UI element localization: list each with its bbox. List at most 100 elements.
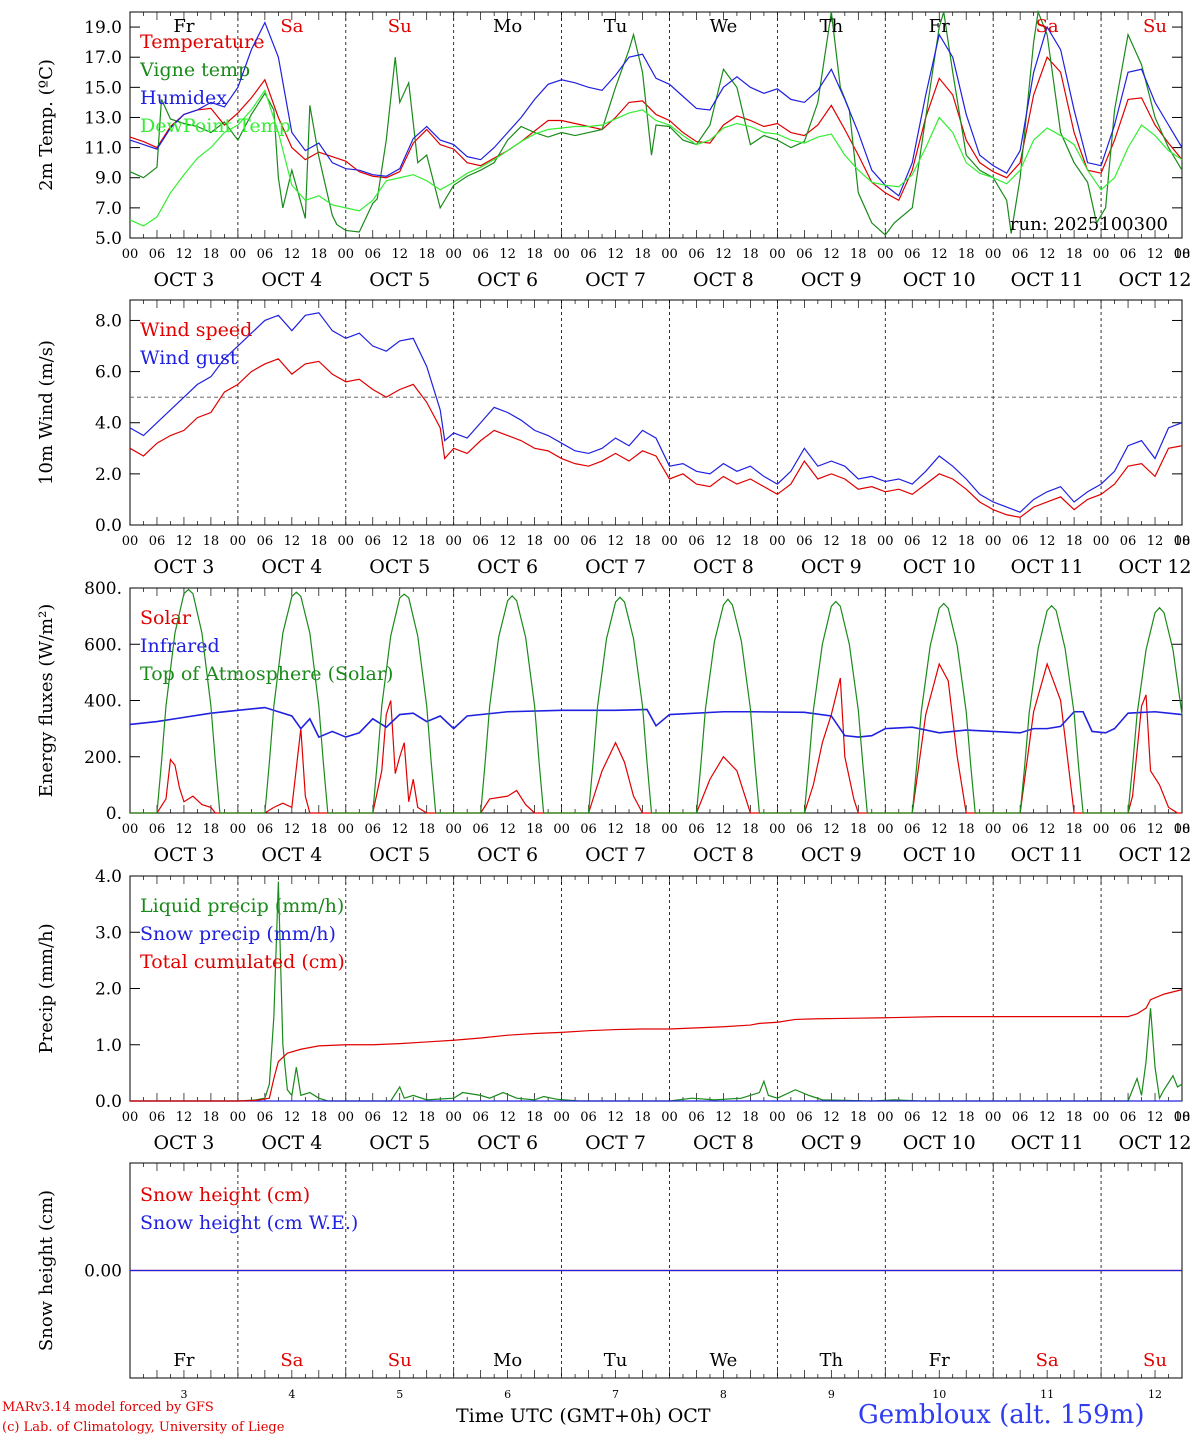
hour-label: 06 [1120, 822, 1137, 837]
hour-label: 12 [391, 247, 408, 262]
weekday-label: Mo [493, 16, 522, 37]
hour-label: 06 [257, 1110, 274, 1125]
hour-label: 00 [769, 534, 786, 549]
series-line-vigne-temp [129, 9, 1183, 236]
y-axis-label: 2m Temp. (ºC) [36, 59, 57, 191]
hour-label: 12 [715, 1110, 732, 1125]
hour-label: 06 [580, 1110, 597, 1125]
panel-frame [129, 299, 1183, 526]
hour-label: 06 [688, 1110, 705, 1125]
hour-label: 06 [472, 247, 489, 262]
hour-label: 00 [769, 822, 786, 837]
y-tick-label: 4.0 [95, 867, 122, 887]
date-label: OCT 7 [585, 844, 646, 866]
hour-label: 12 [931, 247, 948, 262]
hour-label: 00 [661, 534, 678, 549]
legend-entry: Infrared [140, 635, 220, 657]
hour-label: 00 [553, 1110, 570, 1125]
hour-label: 06 [472, 534, 489, 549]
hour-label: 00 [445, 1110, 462, 1125]
date-label: OCT 5 [369, 269, 430, 291]
legend-entry: Snow precip (mm/h) [140, 923, 336, 945]
hour-label: 00 [1174, 534, 1191, 549]
hour-label: 06 [364, 534, 381, 549]
hour-label: 12 [607, 247, 624, 262]
hour-label: 18 [634, 1110, 651, 1125]
hour-label: 00 [338, 247, 355, 262]
hour-label: 00 [877, 247, 894, 262]
hour-label: 18 [850, 247, 867, 262]
y-tick-label: 15.0 [84, 78, 122, 98]
series-line-liquid-precip-mm-h- [130, 881, 1183, 1102]
hour-label: 00 [877, 1110, 894, 1125]
hour-label: 06 [1120, 534, 1137, 549]
y-tick-label: 2.0 [95, 465, 122, 485]
date-label: OCT 7 [585, 556, 646, 578]
date-label: OCT 6 [477, 844, 538, 866]
y-tick-label: 11.0 [84, 139, 122, 159]
hour-label: 18 [1174, 247, 1191, 262]
hour-label: 12 [823, 822, 840, 837]
hour-label: 00 [661, 247, 678, 262]
hour-label: 18 [742, 534, 759, 549]
date-label: OCT 8 [693, 1132, 754, 1154]
day-number: 9 [828, 1388, 835, 1401]
hour-label: 18 [526, 1110, 543, 1125]
hour-label: 18 [850, 534, 867, 549]
hour-label: 18 [634, 822, 651, 837]
hour-label: 06 [796, 822, 813, 837]
date-label: OCT 6 [477, 1132, 538, 1154]
hour-label: 18 [418, 822, 435, 837]
day-number: 6 [504, 1388, 511, 1401]
hour-label: 12 [1147, 247, 1164, 262]
hour-label: 00 [230, 1110, 247, 1125]
date-label: OCT 9 [801, 1132, 862, 1154]
legend-entry: Humidex [140, 87, 227, 109]
hour-label: 06 [472, 1110, 489, 1125]
hour-label: 12 [931, 534, 948, 549]
date-label: OCT 4 [261, 556, 322, 578]
date-label: OCT 9 [801, 269, 862, 291]
hour-label: 00 [985, 822, 1002, 837]
hour-label: 06 [688, 247, 705, 262]
hour-label: 06 [688, 822, 705, 837]
hour-label: 06 [1012, 247, 1029, 262]
hour-label: 18 [203, 534, 220, 549]
hour-label: 06 [688, 534, 705, 549]
weekday-label: Mo [493, 1350, 522, 1371]
date-label: OCT 3 [153, 269, 214, 291]
hour-label: 06 [796, 534, 813, 549]
day-number: 8 [720, 1388, 727, 1401]
hour-label: 12 [715, 822, 732, 837]
hour-label: 06 [472, 822, 489, 837]
hour-label: 06 [904, 534, 921, 549]
weekday-label: Fr [929, 16, 950, 37]
weekday-label: Su [1143, 16, 1167, 37]
y-tick-label: 0.00 [84, 1262, 122, 1282]
y-tick-label: 400. [84, 692, 122, 712]
hour-label: 06 [580, 534, 597, 549]
hour-label: 06 [149, 247, 166, 262]
weekday-label: Su [388, 1350, 412, 1371]
y-tick-label: 4.0 [95, 414, 122, 434]
hour-label: 12 [284, 247, 301, 262]
weekday-label: Su [1143, 1350, 1167, 1371]
day-number: 7 [612, 1388, 619, 1401]
legend-entry: Wind gust [140, 347, 238, 369]
hour-label: 12 [715, 247, 732, 262]
series-line-wind-speed [129, 358, 1183, 518]
legend-entry: Top of Atmosphere (Solar) [140, 663, 393, 685]
run-label: run: 2025100300 [1010, 214, 1168, 235]
hour-label: 18 [958, 247, 975, 262]
weekday-label: Sa [1036, 1350, 1059, 1371]
hour-label: 18 [742, 822, 759, 837]
series-line-top-of-atmosphere-solar- [130, 588, 1183, 814]
legend-entry: Temperature [140, 31, 264, 53]
time-axis-title: Time UTC (GMT+0h) OCT [456, 1405, 711, 1427]
hour-label: 12 [176, 822, 193, 837]
date-label: OCT 5 [369, 556, 430, 578]
series-line-solar [130, 662, 1182, 814]
hour-label: 06 [796, 247, 813, 262]
hour-label: 12 [391, 534, 408, 549]
